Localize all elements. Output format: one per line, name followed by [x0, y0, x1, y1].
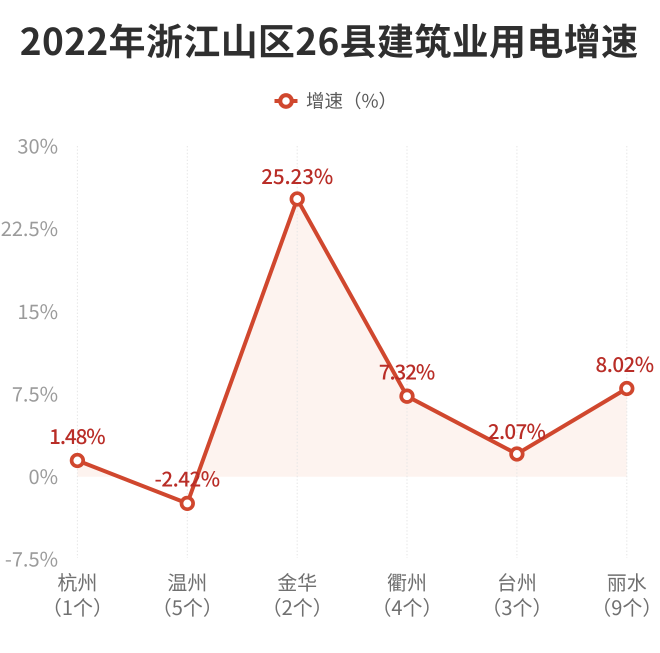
- svg-text:（1个）: （1个）: [42, 592, 113, 621]
- svg-text:22.5%: 22.5%: [1, 213, 58, 242]
- svg-text:杭州: 杭州: [57, 567, 97, 596]
- svg-text:7.5%: 7.5%: [12, 378, 58, 407]
- svg-text:8.02%: 8.02%: [596, 348, 655, 378]
- svg-text:台州: 台州: [497, 567, 537, 596]
- svg-text:7.32%: 7.32%: [379, 356, 436, 386]
- svg-text:-2.42%: -2.42%: [155, 463, 221, 493]
- svg-text:0%: 0%: [28, 461, 58, 490]
- svg-text:15%: 15%: [17, 296, 58, 325]
- svg-text:2.07%: 2.07%: [488, 415, 546, 445]
- svg-text:25.23%: 25.23%: [261, 160, 333, 190]
- svg-text:（2个）: （2个）: [262, 592, 333, 621]
- svg-text:1.48%: 1.48%: [49, 420, 106, 450]
- svg-text:衢州: 衢州: [387, 567, 427, 596]
- svg-text:（4个）: （4个）: [371, 592, 442, 621]
- svg-text:丽水: 丽水: [607, 567, 647, 596]
- svg-text:（3个）: （3个）: [481, 592, 552, 621]
- svg-text:金华: 金华: [277, 567, 317, 596]
- svg-text:增速（%）: 增速（%）: [306, 88, 397, 114]
- svg-text:（9个）: （9个）: [591, 592, 660, 621]
- svg-text:-7.5%: -7.5%: [5, 544, 58, 573]
- svg-text:（5个）: （5个）: [152, 592, 223, 621]
- svg-text:温州: 温州: [167, 567, 207, 596]
- svg-text:2022年浙江山区26县建筑业用电增速: 2022年浙江山区26县建筑业用电增速: [20, 12, 639, 66]
- svg-text:30%: 30%: [17, 131, 58, 160]
